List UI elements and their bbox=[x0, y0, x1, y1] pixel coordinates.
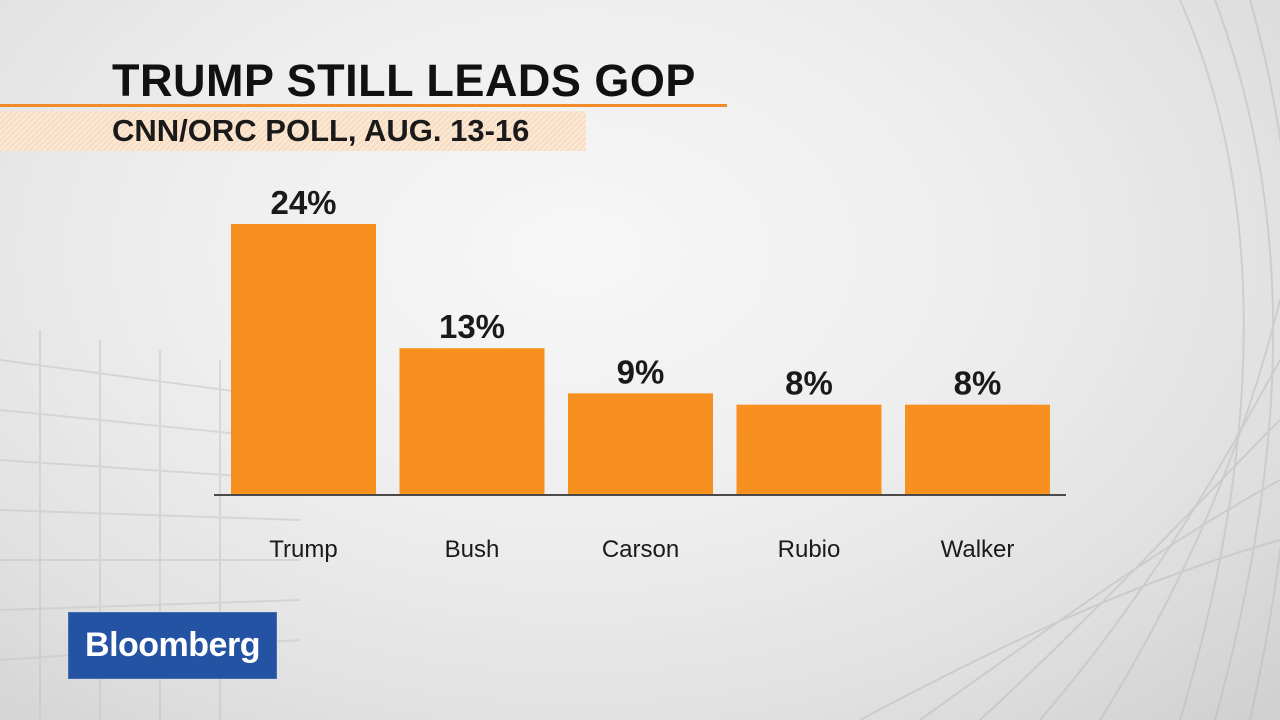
bar-rubio bbox=[736, 404, 882, 495]
category-label: Rubio bbox=[778, 536, 841, 563]
chart-title: TRUMP STILL LEADS GOP bbox=[112, 55, 696, 106]
bar-value-label: 8% bbox=[785, 365, 833, 402]
bar-value-label: 13% bbox=[439, 308, 505, 345]
category-label: Carson bbox=[602, 536, 679, 563]
title-underline bbox=[0, 104, 727, 107]
bar-value-label: 9% bbox=[617, 353, 665, 390]
bar-value-label: 24% bbox=[270, 184, 336, 221]
category-label: Walker bbox=[941, 536, 1015, 563]
subtitle-band bbox=[0, 111, 586, 151]
bar-carson bbox=[568, 393, 713, 495]
bar-value-label: 8% bbox=[954, 365, 1002, 402]
bar-trump bbox=[231, 224, 376, 495]
bars-layer: 24% Trump 13% Bush 9% Carson 8% Rubio 8% Walker bbox=[231, 184, 1050, 563]
bar-bush bbox=[399, 348, 545, 495]
bar-walker bbox=[905, 404, 1050, 495]
category-label: Bush bbox=[445, 536, 500, 563]
category-label: Trump bbox=[269, 536, 337, 563]
bloomberg-logo: Bloomberg bbox=[68, 612, 277, 679]
chart-subtitle: CNN/ORC POLL, AUG. 13-16 bbox=[112, 113, 530, 148]
